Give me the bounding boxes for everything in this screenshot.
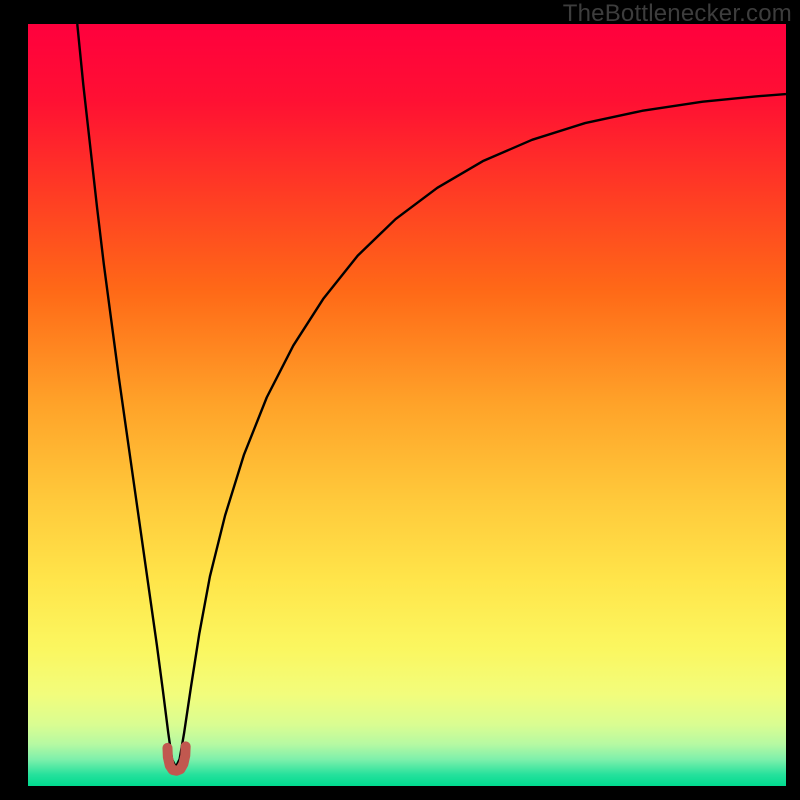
chart-background — [28, 24, 786, 786]
chart-stage: TheBottlenecker.com — [0, 0, 800, 800]
bottleneck-chart — [28, 24, 786, 786]
